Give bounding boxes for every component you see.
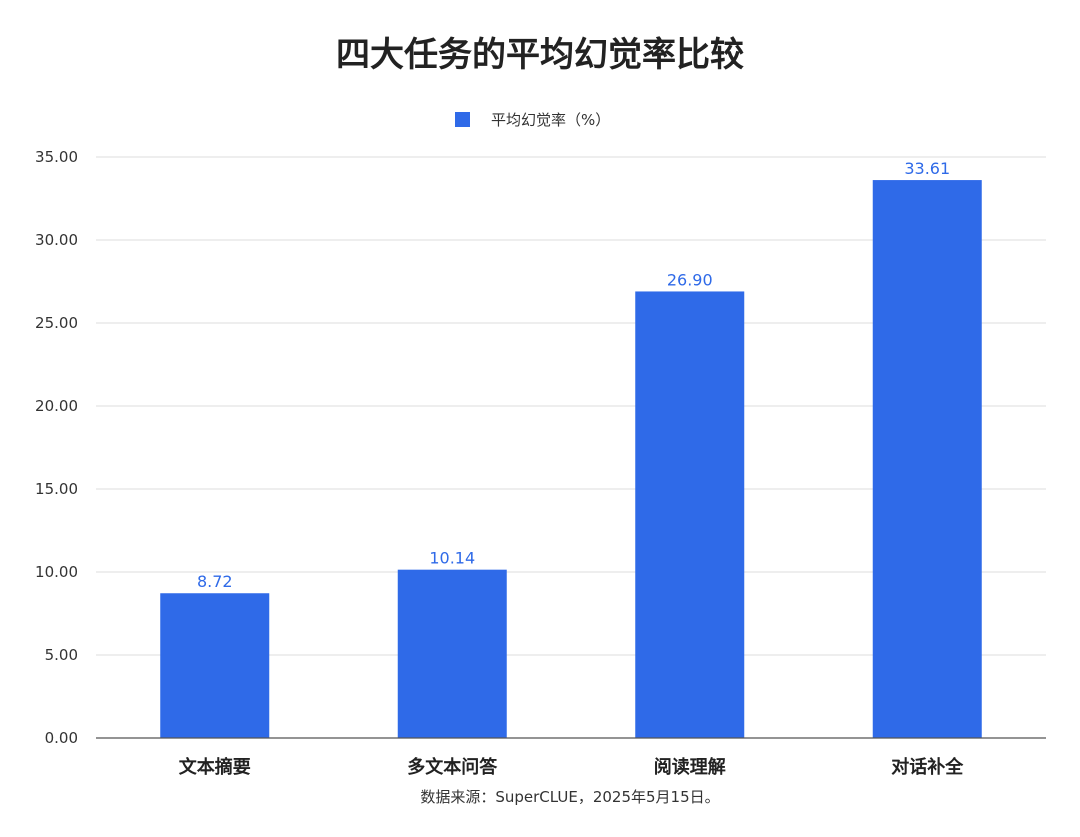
- x-category-label: 文本摘要: [179, 756, 251, 778]
- x-category-label: 对话补全: [891, 756, 964, 778]
- y-tick-label: 0.00: [45, 729, 78, 747]
- legend-swatch: [455, 112, 470, 127]
- data-label: 8.72: [197, 572, 233, 591]
- data-label: 33.61: [904, 159, 950, 178]
- gridlines: [96, 156, 1046, 656]
- y-tick-label: 10.00: [35, 563, 78, 581]
- data-label: 26.90: [667, 270, 713, 289]
- bar: [160, 593, 270, 738]
- data-labels: 8.72 10.14 26.90 33.61: [197, 159, 950, 591]
- legend: 平均幻觉率（%）: [455, 111, 610, 129]
- x-category-label: 多文本问答: [407, 756, 498, 778]
- y-tick-label: 20.00: [35, 397, 78, 415]
- y-tick-label: 5.00: [45, 646, 78, 664]
- bar: [397, 569, 507, 738]
- data-label: 10.14: [429, 549, 475, 568]
- bar: [635, 291, 745, 738]
- x-category-label: 阅读理解: [654, 756, 726, 778]
- legend-label: 平均幻觉率（%）: [491, 111, 610, 129]
- y-axis-ticks: 0.00 5.00 10.00 15.00 20.00 25.00 30.00 35.00: [35, 148, 78, 747]
- y-tick-label: 15.00: [35, 480, 78, 498]
- y-tick-label: 35.00: [35, 148, 78, 166]
- bars: [160, 180, 982, 739]
- source-note: 数据来源：SuperCLUE，2025年5月15日。: [420, 788, 719, 806]
- y-tick-label: 30.00: [35, 231, 78, 249]
- chart-title: 四大任务的平均幻觉率比较: [336, 35, 744, 75]
- x-axis-categories: 文本摘要 多文本问答 阅读理解 对话补全: [179, 756, 964, 778]
- y-tick-label: 25.00: [35, 314, 78, 332]
- bar: [872, 180, 982, 739]
